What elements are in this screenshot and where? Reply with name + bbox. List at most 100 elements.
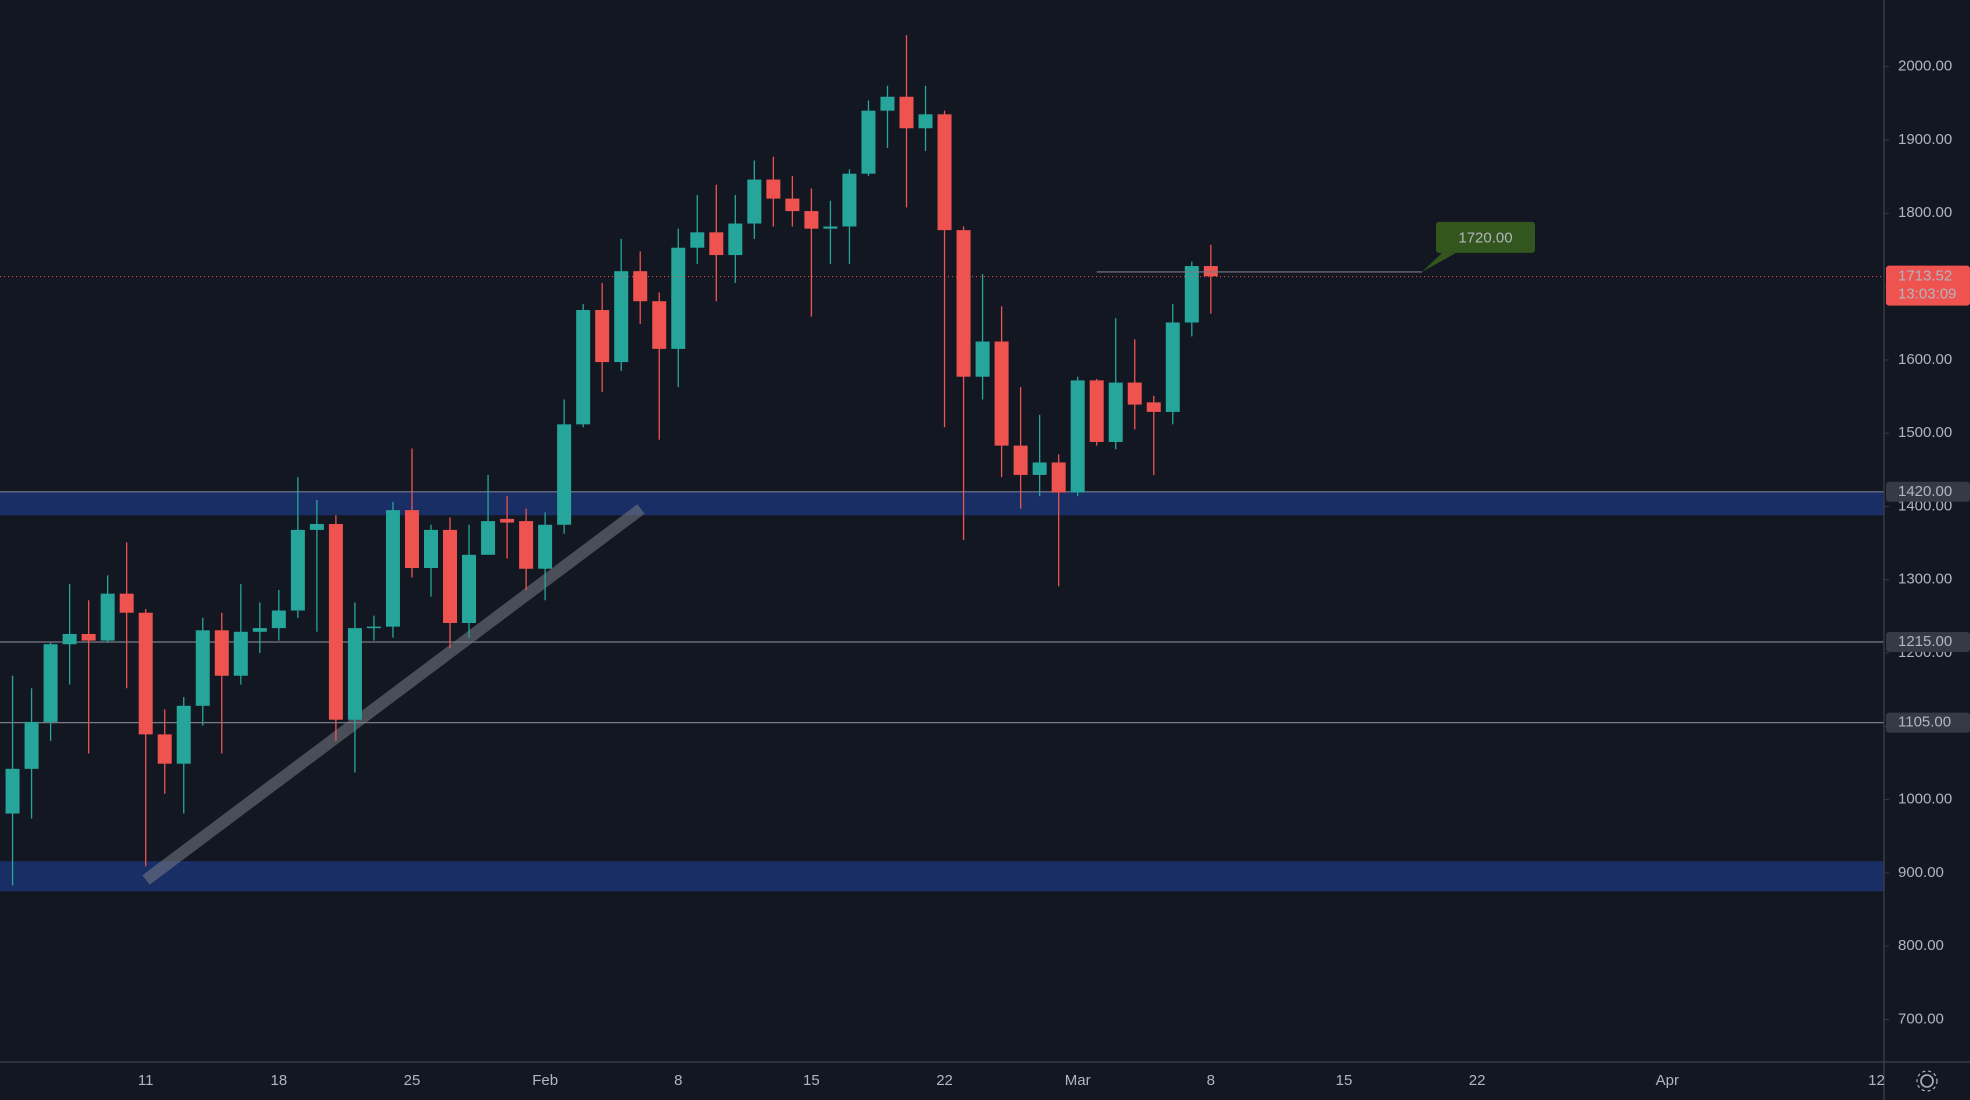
candle-body [937, 114, 952, 231]
y-tick-label: 1300.00 [1898, 571, 1952, 588]
candle-body [1051, 462, 1066, 493]
y-tick-label: 1900.00 [1898, 131, 1952, 148]
candle-body [690, 232, 705, 248]
candle-body [1070, 380, 1085, 493]
candle-body [290, 529, 305, 611]
candle-body [462, 554, 477, 623]
x-tick-label: 12 [1868, 1072, 1885, 1089]
x-tick-label: 15 [803, 1072, 820, 1089]
callout-pointer [1422, 252, 1456, 272]
y-tick-label: 1500.00 [1898, 424, 1952, 441]
y-tick-label: 800.00 [1898, 937, 1944, 954]
candle-body [785, 198, 800, 212]
last-price-tag [1886, 265, 1970, 306]
candle-body [119, 593, 134, 613]
candle-body [614, 271, 629, 363]
candle-body [918, 114, 933, 129]
candle-body [975, 341, 990, 377]
candle-body [5, 768, 20, 814]
y-tick-label: 1600.00 [1898, 351, 1952, 368]
level-tag [1886, 632, 1970, 653]
candle-body [43, 644, 58, 722]
candle-body [1127, 382, 1142, 405]
x-tick-label: 11 [138, 1072, 154, 1089]
y-tick-label: 700.00 [1898, 1010, 1944, 1027]
candle-body [62, 633, 77, 645]
candle-body [1013, 445, 1028, 475]
candle-body [100, 593, 115, 641]
level-tag-label: 1105.00 [1898, 714, 1951, 731]
candle-body [671, 247, 686, 349]
candle-body [233, 631, 248, 676]
candle-body [899, 96, 914, 129]
settings-icon-ring [1920, 1074, 1934, 1088]
candle-body [366, 626, 381, 629]
x-tick-label: 18 [270, 1072, 287, 1089]
candle-body [519, 521, 534, 569]
candle-body [404, 510, 419, 569]
x-tick-label: Mar [1065, 1072, 1091, 1089]
candle-body [176, 705, 191, 764]
x-tick-label: 25 [404, 1072, 421, 1089]
y-tick-label: 1800.00 [1898, 204, 1952, 221]
zone [0, 861, 1884, 892]
x-tick-label: 15 [1336, 1072, 1353, 1089]
x-tick-label: 8 [1207, 1072, 1215, 1089]
candle-body [1089, 380, 1104, 442]
candle-body [271, 610, 286, 629]
candle-body [328, 524, 343, 720]
candle-body [576, 310, 591, 425]
candle-body [500, 518, 515, 523]
candle-body [1146, 402, 1161, 412]
candle-body [157, 734, 172, 764]
candle-body [956, 230, 971, 377]
candle-body [481, 521, 496, 555]
candle-body [252, 628, 267, 632]
candle-body [424, 529, 438, 569]
candle-body [994, 341, 1009, 446]
candle-body [1184, 266, 1199, 323]
trend-line [142, 504, 645, 885]
candle-body [633, 271, 648, 302]
candle-body [1108, 382, 1123, 442]
x-tick-label: Apr [1656, 1072, 1679, 1089]
axis: 700.00800.00900.001000.001100.001200.001… [138, 58, 1970, 1089]
settings-icon-teeth [1916, 1070, 1938, 1092]
candle-body [385, 510, 400, 627]
candle-body [538, 524, 553, 569]
level-tag-label: 1420.00 [1898, 483, 1952, 500]
y-tick-label: 1000.00 [1898, 791, 1952, 808]
candle-body [728, 223, 743, 256]
candle-body [443, 529, 458, 623]
candle-body [309, 524, 324, 530]
candle-body [195, 630, 210, 706]
x-tick-label: 22 [936, 1072, 953, 1089]
countdown-label: 13:03:09 [1898, 286, 1956, 303]
candle-body [766, 179, 781, 199]
candle-body [557, 424, 572, 525]
x-tick-label: 22 [1469, 1072, 1486, 1089]
last-price-label: 1713.52 [1898, 268, 1952, 285]
zones [0, 491, 1884, 892]
candle-body [1165, 322, 1180, 412]
candle-body [652, 301, 667, 349]
candle-body [804, 211, 819, 229]
callout-label: 1720.00 [1458, 229, 1512, 246]
settings-icon[interactable] [1916, 1070, 1938, 1092]
callout-box [1436, 221, 1535, 253]
candle-body [1032, 462, 1047, 475]
candle-body [823, 226, 838, 229]
candle-body [861, 110, 876, 174]
candle-body [81, 633, 96, 641]
candle-body [842, 173, 857, 227]
candle-body [138, 612, 153, 735]
candle-body [214, 630, 229, 676]
zone [0, 491, 1884, 516]
y-tick-label: 900.00 [1898, 864, 1944, 881]
candle-body [595, 310, 610, 363]
candle-body [347, 628, 362, 720]
level-tag [1886, 712, 1970, 733]
